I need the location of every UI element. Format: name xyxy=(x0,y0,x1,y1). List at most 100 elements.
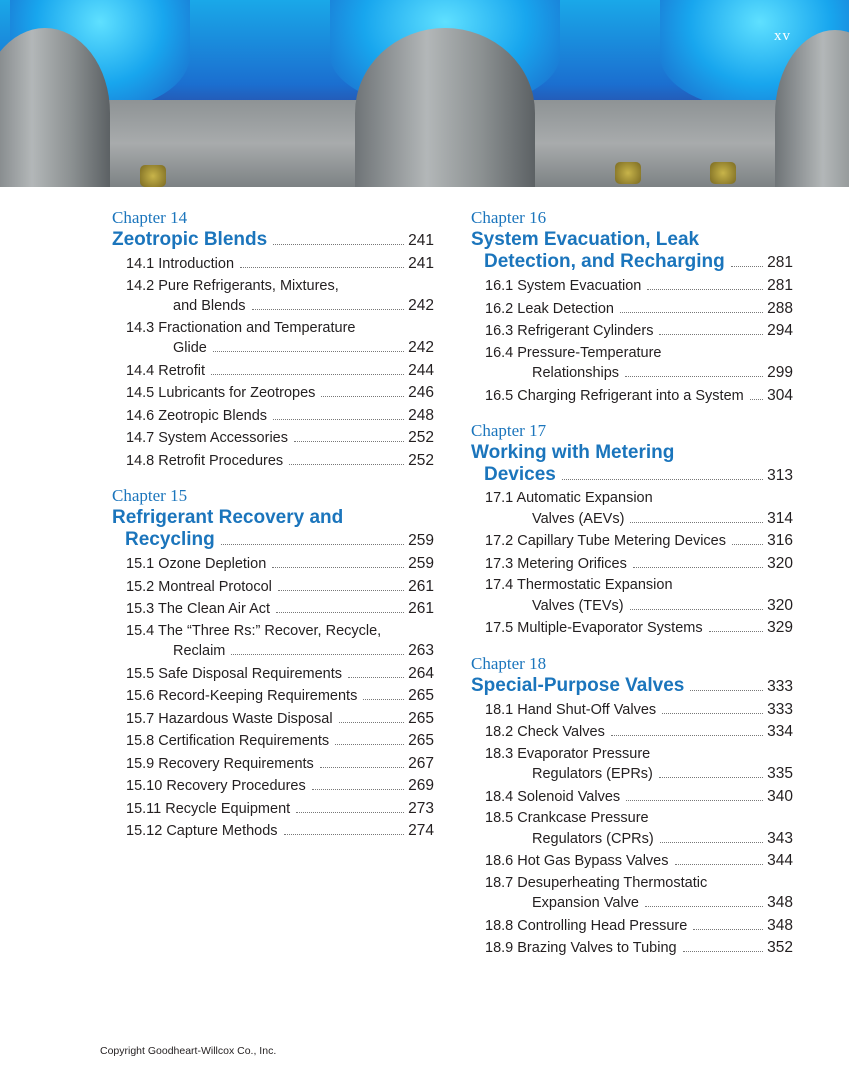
toc-entry-link[interactable]: 14.8 Retrofit Procedures 252 xyxy=(112,451,434,472)
entry-line: 18.8 Controlling Head Pressure 348 xyxy=(485,916,793,937)
entry-text: 14.8 Retrofit Procedures xyxy=(126,452,284,469)
chapter-title-link[interactable]: Refrigerant Recovery and Recycling 259 xyxy=(112,507,434,552)
chapter-title-text: Zeotropic Blends xyxy=(112,229,268,250)
dot-leader xyxy=(273,418,405,420)
entry-page-number: 261 xyxy=(408,600,434,617)
toc-entry-link[interactable]: 18.3 Evaporator Pressure Regulators (EPRs… xyxy=(471,745,793,785)
entry-text: 14.2 Pure Refrigerants, Mixtures, xyxy=(126,277,339,294)
entry-page-number: 288 xyxy=(767,299,793,317)
chapter-label: Chapter 17 xyxy=(471,421,547,440)
entry-text: 15.7 Hazardous Waste Disposal xyxy=(126,710,333,727)
toc-entry-link[interactable]: 18.2 Check Valves 334 xyxy=(471,722,793,743)
entry-line: 14.2 Pure Refrigerants, Mixtures, xyxy=(126,277,434,297)
entry-line: 17.2 Capillary Tube Metering Devices 316 xyxy=(485,531,793,552)
toc-entry-link[interactable]: 15.12 Capture Methods 274 xyxy=(112,821,434,842)
toc-entry-link[interactable]: 17.2 Capillary Tube Metering Devices 316 xyxy=(471,531,793,552)
entry-text: 17.2 Capillary Tube Metering Devices xyxy=(485,533,726,549)
toc-entry-link[interactable]: 15.4 The “Three Rs:” Recover, Recycle, Re… xyxy=(112,622,434,662)
chapter-title-link[interactable]: Zeotropic Blends 241 xyxy=(112,229,434,252)
entry-line: 15.2 Montreal Protocol 261 xyxy=(126,577,434,598)
entry-line: 17.5 Multiple-Evaporator Systems 329 xyxy=(485,618,793,639)
toc-entry-link[interactable]: 14.1 Introduction 241 xyxy=(112,254,434,275)
toc-entry-link[interactable]: 18.9 Brazing Valves to Tubing 352 xyxy=(471,938,793,959)
dot-leader xyxy=(220,544,405,545)
toc-entry-link[interactable]: 16.1 System Evacuation 281 xyxy=(471,276,793,297)
entry-line: Valves (AEVs) 314 xyxy=(485,509,793,530)
toc-entry-link[interactable]: 15.6 Record-Keeping Requirements 265 xyxy=(112,686,434,707)
entry-line: 15.5 Safe Disposal Requirements 264 xyxy=(126,664,434,685)
chapter-title-text: Working with Metering xyxy=(471,442,675,463)
dot-leader xyxy=(644,906,764,907)
toc-entry-link[interactable]: 18.7 Desuperheating Thermostatic Expansio… xyxy=(471,874,793,914)
entry-page-number: 348 xyxy=(767,916,793,934)
dot-leader xyxy=(690,689,764,691)
toc-entry-link[interactable]: 15.3 The Clean Air Act 261 xyxy=(112,599,434,620)
toc-entry-link[interactable]: 16.3 Refrigerant Cylinders 294 xyxy=(471,321,793,342)
entry-line: 15.9 Recovery Requirements 267 xyxy=(126,754,434,775)
entry-page-number: 248 xyxy=(408,406,434,424)
toc-chapter: Chapter 17 Working with Metering Devices 31… xyxy=(471,420,793,639)
entry-line: 18.4 Solenoid Valves 340 xyxy=(485,787,793,808)
toc-entry-link[interactable]: 16.2 Leak Detection 288 xyxy=(471,299,793,320)
entry-line: 15.8 Certification Requirements 265 xyxy=(126,731,434,752)
entry-text: 14.3 Fractionation and Temperature xyxy=(126,319,356,336)
toc-entry-link[interactable]: 18.1 Hand Shut-Off Valves 333 xyxy=(471,700,793,721)
chapter-title-line: System Evacuation, Leak xyxy=(471,229,793,251)
entry-text: 15.12 Capture Methods xyxy=(126,823,278,839)
entry-page-number: 267 xyxy=(408,754,434,772)
toc-entry-link[interactable]: 15.2 Montreal Protocol 261 xyxy=(112,577,434,598)
dot-leader xyxy=(289,463,405,465)
dot-leader xyxy=(311,789,405,790)
dot-leader xyxy=(630,521,764,523)
toc-entry-link[interactable]: 15.9 Recovery Requirements 267 xyxy=(112,754,434,775)
chapter-title-link[interactable]: Special-Purpose Valves 333 xyxy=(471,675,793,698)
entry-line: 15.6 Record-Keeping Requirements 265 xyxy=(126,686,434,707)
entry-text: 15.2 Montreal Protocol xyxy=(126,578,272,595)
toc-entry-link[interactable]: 14.5 Lubricants for Zeotropes 246 xyxy=(112,383,434,404)
toc-entry-link[interactable]: 14.2 Pure Refrigerants, Mixtures, and Ble… xyxy=(112,277,434,317)
entry-page-number: 343 xyxy=(767,829,793,847)
entry-text: 16.1 System Evacuation xyxy=(485,278,642,294)
toc-entry-link[interactable]: 15.11 Recycle Equipment 273 xyxy=(112,799,434,820)
entry-text: Valves (AEVs) xyxy=(532,510,625,527)
entry-text: Relationships xyxy=(532,365,620,381)
entry-text: 16.2 Leak Detection xyxy=(485,300,614,317)
entry-page-number: 261 xyxy=(408,577,434,595)
entry-text: Reclaim xyxy=(173,643,226,659)
toc-entry-link[interactable]: 18.6 Hot Gas Bypass Valves 344 xyxy=(471,851,793,872)
toc-entry-link[interactable]: 17.4 Thermostatic Expansion Valves (TEVs)… xyxy=(471,576,793,616)
entry-page-number: 242 xyxy=(408,339,434,356)
toc-entry-link[interactable]: 17.5 Multiple-Evaporator Systems 329 xyxy=(471,618,793,639)
toc-entry-link[interactable]: 15.8 Certification Requirements 265 xyxy=(112,731,434,752)
chapter-page-number: 281 xyxy=(767,254,793,271)
toc-entry-link[interactable]: 15.5 Safe Disposal Requirements 264 xyxy=(112,664,434,685)
toc-entry-link[interactable]: 14.6 Zeotropic Blends 248 xyxy=(112,406,434,427)
toc-entry-link[interactable]: 14.7 System Accessories 252 xyxy=(112,428,434,449)
dot-leader xyxy=(619,311,764,313)
toc-entry-link[interactable]: 17.1 Automatic Expansion Valves (AEVs) 314 xyxy=(471,489,793,529)
entry-page-number: 264 xyxy=(408,664,434,682)
entry-page-number: 294 xyxy=(767,322,793,339)
toc-entry-link[interactable]: 15.7 Hazardous Waste Disposal 265 xyxy=(112,709,434,730)
entry-text: Expansion Valve xyxy=(532,895,639,911)
toc-entry-link[interactable]: 18.8 Controlling Head Pressure 348 xyxy=(471,916,793,937)
toc-entry-link[interactable]: 16.4 Pressure-Temperature Relationships 29… xyxy=(471,344,793,384)
toc-entry-link[interactable]: 15.10 Recovery Procedures 269 xyxy=(112,776,434,797)
chapter-title-link[interactable]: Working with Metering Devices 313 xyxy=(471,442,793,487)
entry-text: 15.8 Certification Requirements xyxy=(126,733,330,749)
dot-leader xyxy=(272,567,405,568)
entry-line: 18.2 Check Valves 334 xyxy=(485,722,793,743)
toc-entry-link[interactable]: 15.1 Ozone Depletion 259 xyxy=(112,554,434,575)
chapter-title-link[interactable]: System Evacuation, Leak Detection, and Re… xyxy=(471,229,793,274)
header-photo-burner-flames: xv xyxy=(0,0,849,187)
toc-entry-link[interactable]: 14.4 Retrofit 244 xyxy=(112,361,434,382)
toc-entry-link[interactable]: 16.5 Charging Refrigerant into a System 3… xyxy=(471,386,793,407)
toc-entry-link[interactable]: 18.4 Solenoid Valves 340 xyxy=(471,787,793,808)
entry-page-number: 252 xyxy=(408,451,434,469)
toc-entry-link[interactable]: 18.5 Crankcase Pressure Regulators (CPRs)… xyxy=(471,809,793,849)
entry-page-number: 265 xyxy=(408,709,434,727)
toc-entry-link[interactable]: 14.3 Fractionation and Temperature Glide 2… xyxy=(112,319,434,359)
entry-text: 15.11 Recycle Equipment xyxy=(126,800,291,817)
toc-entry-link[interactable]: 17.3 Metering Orifices 320 xyxy=(471,554,793,575)
chapter-label: Chapter 14 xyxy=(112,208,188,227)
